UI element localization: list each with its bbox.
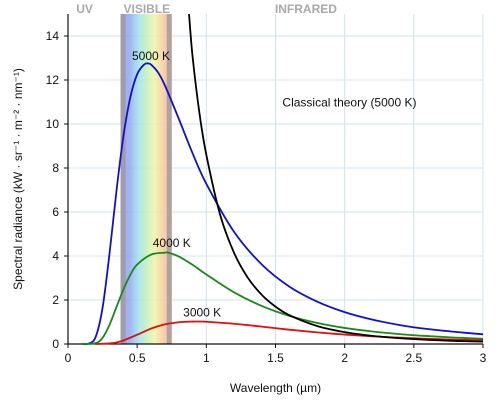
- x-tick-label: 1: [203, 351, 210, 365]
- y-tick-label: 2: [52, 293, 59, 307]
- infrared-edge-band: [166, 14, 172, 344]
- region-labels: UV VISIBLE INFRARED: [76, 2, 337, 16]
- y-tick-label: 6: [52, 205, 59, 219]
- axes: [64, 14, 484, 348]
- y-tick-label: 10: [46, 117, 60, 131]
- y-tick-label: 8: [52, 161, 59, 175]
- region-label-uv: UV: [76, 2, 93, 16]
- x-tick-label: 2.5: [405, 351, 422, 365]
- x-tick-label: 1.5: [267, 351, 284, 365]
- annotation-4000-k: 4000 K: [153, 236, 191, 250]
- y-tick-label: 14: [46, 29, 60, 43]
- y-tick-labels: 0 2 4 6 8 10 12 14: [46, 29, 60, 351]
- region-label-infrared: INFRARED: [275, 2, 337, 16]
- y-tick-label: 12: [46, 73, 60, 87]
- x-axis-title: Wavelength (µm): [230, 381, 321, 395]
- region-label-visible: VISIBLE: [124, 2, 171, 16]
- curve-4000-k: [81, 251, 484, 345]
- y-axis-title: Spectral radiance (kW · sr⁻¹ · m⁻² · nm⁻…: [11, 68, 25, 290]
- x-tick-labels: 0 0.5 1 1.5 2 2.5 3: [65, 351, 487, 365]
- spectral-bands: [120, 14, 172, 344]
- curve-classical-theory-5000-k: [188, 13, 484, 343]
- x-tick-label: 3: [480, 351, 487, 365]
- y-tick-label: 4: [52, 249, 59, 263]
- x-tick-label: 0: [65, 351, 72, 365]
- uv-edge-band: [120, 14, 126, 344]
- annotation-classical-theory-5000-k: Classical theory (5000 K): [282, 95, 416, 109]
- annotation-3000-k: 3000 K: [183, 306, 221, 320]
- x-tick-label: 2: [341, 351, 348, 365]
- curve-annotations: 5000 K 4000 K 3000 K Classical theory (5000…: [132, 49, 417, 319]
- visible-spectrum-band: [120, 14, 172, 344]
- x-tick-label: 0.5: [129, 351, 146, 365]
- annotation-5000-k: 5000 K: [132, 49, 170, 63]
- y-tick-label: 0: [52, 337, 59, 351]
- radiance-curves: [81, 13, 484, 346]
- curve-5000-k: [81, 62, 484, 346]
